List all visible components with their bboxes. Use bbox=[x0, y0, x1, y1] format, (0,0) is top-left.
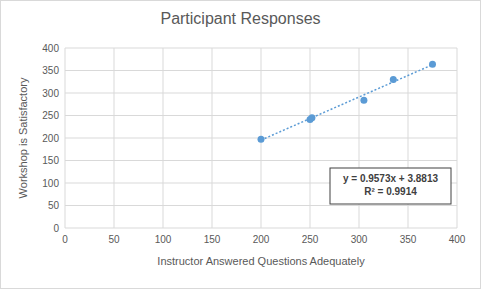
y-tick-label: 150 bbox=[42, 155, 59, 166]
x-grid-line bbox=[163, 48, 164, 228]
x-grid-line bbox=[212, 48, 213, 228]
chart-border bbox=[1, 1, 481, 289]
y-tick-label: 200 bbox=[42, 133, 59, 144]
trend-line bbox=[261, 65, 433, 140]
x-tick-label: 50 bbox=[108, 234, 120, 245]
x-grid-line bbox=[114, 48, 115, 228]
y-tick-label: 50 bbox=[48, 200, 60, 211]
x-tick-label: 400 bbox=[449, 234, 466, 245]
chart-title: Participant Responses bbox=[160, 10, 320, 27]
chart-container: Participant Responses 0 50 100 150 200 250 300 3… bbox=[0, 0, 481, 289]
x-tick-label: 150 bbox=[204, 234, 221, 245]
y-axis-title: Workshop is Satisfactory bbox=[17, 77, 29, 198]
x-tick-label: 200 bbox=[253, 234, 270, 245]
equation-text: y = 0.9573x + 3.8813 bbox=[343, 173, 439, 184]
data-point bbox=[360, 97, 367, 104]
x-grid-line bbox=[65, 48, 66, 228]
x-tick-label: 350 bbox=[400, 234, 417, 245]
x-tick-label: 100 bbox=[155, 234, 172, 245]
plot-area bbox=[258, 61, 437, 143]
x-grid-line bbox=[310, 48, 311, 228]
y-tick-label: 350 bbox=[42, 65, 59, 76]
x-tick-label: 250 bbox=[302, 234, 319, 245]
x-tick-label: 300 bbox=[351, 234, 368, 245]
y-tick-label: 250 bbox=[42, 110, 59, 121]
equation-box bbox=[330, 168, 451, 204]
y-tick-label: 100 bbox=[42, 178, 59, 189]
equation-text: R² = 0.9914 bbox=[364, 186, 417, 197]
data-point bbox=[308, 114, 315, 121]
data-point bbox=[429, 61, 436, 68]
x-axis-title: Instructor Answered Questions Adequately bbox=[157, 255, 365, 267]
y-tick-label: 0 bbox=[53, 223, 59, 234]
chart-svg: Participant Responses 0 50 100 150 200 250 300 3… bbox=[0, 0, 481, 289]
x-grid-line bbox=[457, 48, 458, 228]
y-tick-label: 300 bbox=[42, 88, 59, 99]
x-tick-label: 0 bbox=[62, 234, 68, 245]
y-tick-label: 400 bbox=[42, 43, 59, 54]
